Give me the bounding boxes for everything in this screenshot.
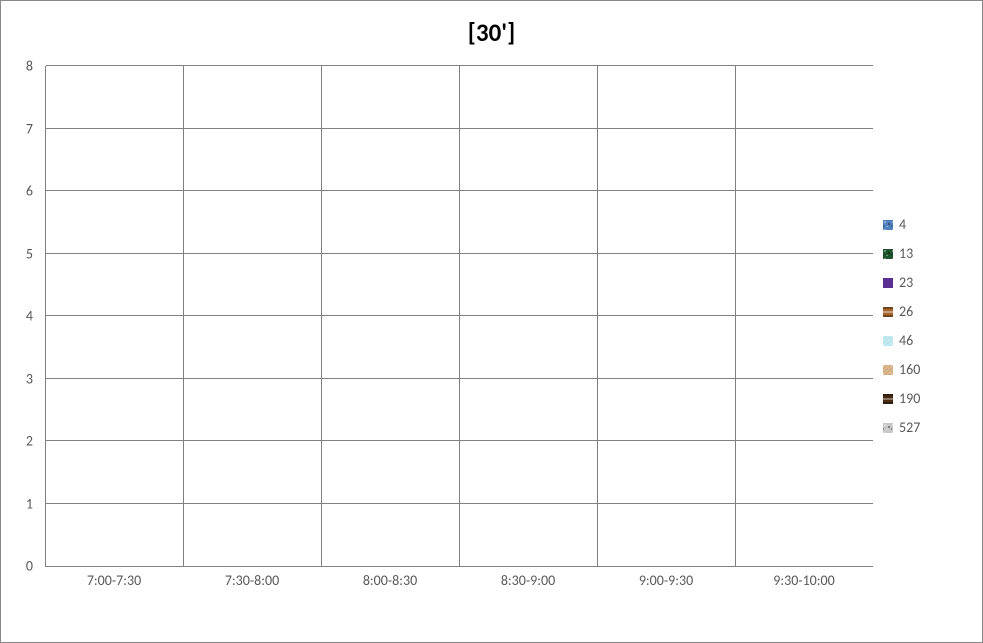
bar-group: [46, 66, 184, 566]
x-tick-label: 8:30-9:00: [459, 572, 597, 589]
bar-group: [460, 66, 598, 566]
legend-swatch: [883, 307, 893, 317]
legend-label: 13: [899, 245, 913, 262]
legend-label: 4: [899, 216, 906, 233]
legend-swatch: [883, 423, 893, 433]
legend-item: 160: [883, 361, 963, 378]
chart-frame: [30'] 012345678 7:00-7:307:30-8:008:00-8…: [0, 0, 983, 643]
legend-label: 160: [899, 361, 920, 378]
y-tick-label: 0: [26, 558, 33, 575]
legend-label: 23: [899, 274, 913, 291]
x-tick-label: 8:00-8:30: [321, 572, 459, 589]
legend-swatch: [883, 278, 893, 288]
bar-group: [322, 66, 460, 566]
legend-item: 527: [883, 419, 963, 436]
legend-label: 46: [899, 332, 913, 349]
x-tick-label: 7:00-7:30: [45, 572, 183, 589]
legend-swatch: [883, 394, 893, 404]
legend-label: 26: [899, 303, 913, 320]
legend-item: 46: [883, 332, 963, 349]
x-tick-label: 9:30-10:00: [735, 572, 873, 589]
legend-item: 4: [883, 216, 963, 233]
legend-swatch: [883, 365, 893, 375]
legend-item: 190: [883, 390, 963, 407]
y-tick-label: 2: [26, 433, 33, 450]
bar-group: [598, 66, 736, 566]
plot-area: [45, 66, 873, 567]
legend-item: 26: [883, 303, 963, 320]
chart-body: 012345678 7:00-7:307:30-8:008:00-8:308:3…: [7, 56, 976, 616]
x-tick-label: 7:30-8:00: [183, 572, 321, 589]
x-tick-label: 9:00-9:30: [597, 572, 735, 589]
y-tick-label: 5: [26, 245, 33, 262]
legend-item: 23: [883, 274, 963, 291]
chart-title: [30']: [7, 17, 976, 48]
y-tick-label: 1: [26, 495, 33, 512]
legend-item: 13: [883, 245, 963, 262]
legend-swatch: [883, 249, 893, 259]
y-tick-label: 8: [26, 58, 33, 75]
bar-group: [736, 66, 873, 566]
legend-swatch: [883, 336, 893, 346]
y-tick-label: 6: [26, 183, 33, 200]
chart-plot-wrap: 012345678 7:00-7:307:30-8:008:00-8:308:3…: [7, 66, 877, 606]
bar-group: [184, 66, 322, 566]
y-tick-label: 4: [26, 308, 33, 325]
legend: 4 13 23 26 46 160 190 527: [883, 216, 963, 436]
x-axis-labels: 7:00-7:307:30-8:008:00-8:308:30-9:009:00…: [45, 572, 873, 589]
legend-label: 527: [899, 419, 920, 436]
y-axis: 012345678: [7, 66, 39, 566]
legend-swatch: [883, 220, 893, 230]
y-tick-label: 3: [26, 370, 33, 387]
legend-label: 190: [899, 390, 920, 407]
y-tick-label: 7: [26, 120, 33, 137]
